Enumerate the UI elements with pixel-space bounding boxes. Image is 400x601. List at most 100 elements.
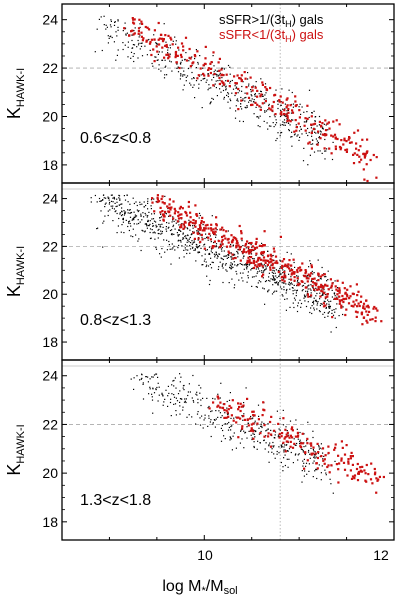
point-quiescent xyxy=(148,42,152,45)
point-star-forming xyxy=(113,208,115,210)
point-quiescent xyxy=(185,59,188,62)
point-star-forming xyxy=(312,143,314,145)
point-quiescent xyxy=(356,129,360,132)
point-star-forming xyxy=(171,248,173,250)
point-quiescent xyxy=(202,64,205,67)
point-star-forming xyxy=(200,247,202,249)
point-star-forming xyxy=(103,15,105,17)
point-star-forming xyxy=(131,34,133,36)
point-star-forming xyxy=(185,76,187,78)
point-star-forming xyxy=(189,391,191,393)
point-quiescent xyxy=(298,266,302,269)
point-star-forming xyxy=(158,233,160,235)
point-star-forming xyxy=(242,99,244,102)
point-star-forming xyxy=(325,294,327,296)
point-star-forming xyxy=(141,203,143,205)
point-star-forming xyxy=(227,429,230,431)
point-star-forming xyxy=(241,85,243,88)
point-star-forming xyxy=(295,419,297,421)
point-star-forming xyxy=(161,59,163,61)
point-quiescent xyxy=(322,302,325,305)
point-star-forming xyxy=(173,220,175,222)
point-star-forming xyxy=(285,292,287,294)
point-star-forming xyxy=(167,47,169,49)
point-quiescent xyxy=(365,299,368,302)
point-star-forming xyxy=(240,103,242,105)
point-quiescent xyxy=(161,201,164,204)
point-quiescent xyxy=(260,258,263,261)
point-quiescent xyxy=(271,109,274,112)
point-star-forming xyxy=(285,309,287,311)
point-star-forming xyxy=(286,110,288,112)
point-quiescent xyxy=(163,56,166,59)
point-quiescent xyxy=(261,83,264,86)
point-star-forming xyxy=(262,95,264,97)
point-quiescent xyxy=(278,432,281,435)
point-quiescent xyxy=(283,264,286,268)
point-star-forming xyxy=(167,49,169,51)
point-star-forming xyxy=(117,29,119,31)
point-star-forming xyxy=(282,121,284,123)
point-quiescent xyxy=(178,66,181,70)
point-quiescent xyxy=(375,176,378,179)
point-star-forming xyxy=(153,34,155,36)
y-tick-label-22: 22 xyxy=(42,238,58,254)
point-quiescent xyxy=(175,61,178,64)
point-quiescent xyxy=(231,253,234,256)
point-star-forming xyxy=(198,231,200,233)
point-star-forming xyxy=(212,55,214,57)
point-quiescent xyxy=(327,288,330,291)
point-star-forming xyxy=(265,268,267,270)
point-star-forming xyxy=(283,281,285,284)
point-star-forming xyxy=(127,46,129,48)
point-star-forming xyxy=(202,427,204,429)
point-star-forming xyxy=(258,117,260,119)
point-star-forming xyxy=(272,284,274,286)
point-quiescent xyxy=(177,211,180,214)
point-quiescent xyxy=(196,232,199,235)
point-star-forming xyxy=(254,93,256,95)
point-star-forming xyxy=(284,103,286,105)
point-quiescent xyxy=(269,86,272,90)
panels-group: 24222018KHAWK-I0.6<z<0.824222018KHAWK-I0… xyxy=(4,3,395,541)
point-star-forming xyxy=(223,435,225,437)
point-star-forming xyxy=(304,470,306,472)
point-star-forming xyxy=(167,385,169,387)
point-star-forming xyxy=(318,115,321,118)
point-star-forming xyxy=(182,74,184,76)
point-star-forming xyxy=(167,52,169,54)
point-quiescent xyxy=(199,240,202,243)
point-star-forming xyxy=(215,234,217,236)
point-quiescent xyxy=(334,285,337,288)
point-quiescent xyxy=(162,213,165,216)
point-star-forming xyxy=(303,147,305,149)
point-star-forming xyxy=(209,263,211,266)
point-quiescent xyxy=(207,74,210,77)
point-quiescent xyxy=(297,284,300,287)
point-quiescent xyxy=(279,95,282,98)
point-star-forming xyxy=(231,425,233,427)
point-star-forming xyxy=(149,223,151,225)
point-star-forming xyxy=(218,410,220,412)
point-star-forming xyxy=(246,426,248,428)
point-quiescent xyxy=(255,265,258,268)
point-star-forming xyxy=(112,220,114,222)
point-quiescent xyxy=(297,267,300,270)
point-quiescent xyxy=(285,264,288,267)
point-star-forming xyxy=(242,245,244,247)
point-star-forming xyxy=(132,236,134,238)
point-quiescent xyxy=(250,249,253,252)
point-star-forming xyxy=(264,448,266,450)
y-tick-label-20: 20 xyxy=(42,286,58,302)
scatter-points xyxy=(90,194,383,333)
point-quiescent xyxy=(314,452,317,455)
point-quiescent xyxy=(225,416,228,419)
point-star-forming xyxy=(312,448,314,451)
point-quiescent xyxy=(370,462,373,465)
point-star-forming xyxy=(308,463,310,465)
point-quiescent xyxy=(358,155,361,158)
point-quiescent xyxy=(316,467,319,470)
point-star-forming xyxy=(226,257,228,259)
point-quiescent xyxy=(199,228,202,231)
point-quiescent xyxy=(206,223,209,227)
